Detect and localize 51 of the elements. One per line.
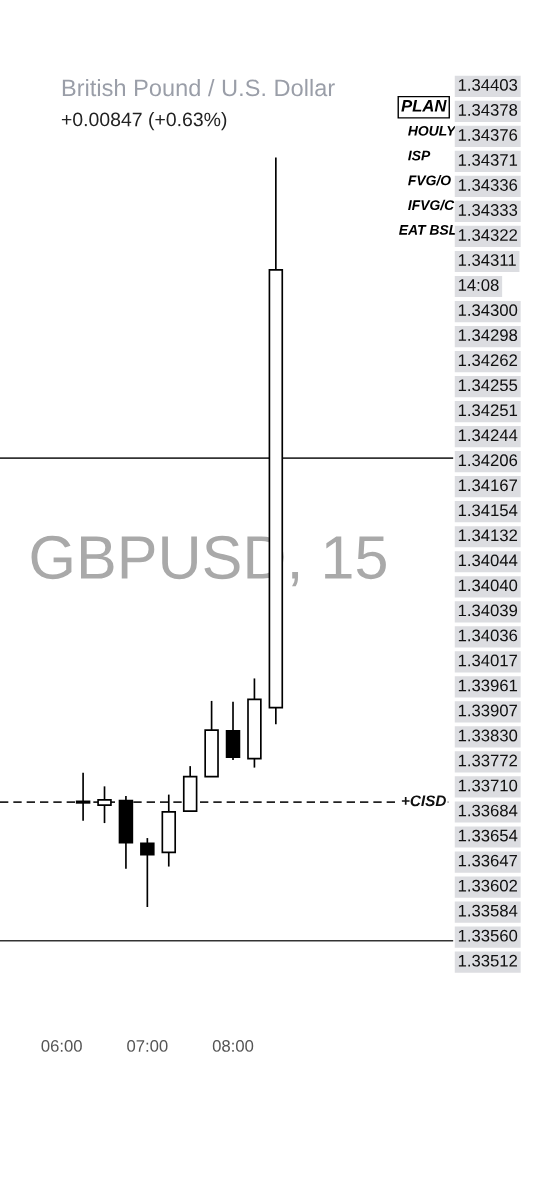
text: 1.34378: [458, 104, 518, 116]
text: 1.34376: [458, 129, 518, 141]
annotation: IFVG/C: [408, 199, 455, 211]
x-tick-label: 07:00: [127, 1040, 168, 1052]
text: 1.34040: [458, 579, 518, 592]
text: 1.34036: [458, 629, 518, 642]
text: 1.33684: [458, 804, 518, 817]
text: 1.34403: [458, 79, 518, 91]
text: 1.34244: [458, 429, 518, 442]
text: 1.34311: [458, 254, 516, 266]
text: 1.34298: [458, 329, 518, 342]
text: PLAN: [401, 100, 447, 112]
text: 1.34132: [458, 529, 518, 542]
text: 1.33830: [458, 729, 518, 742]
text: 1.33654: [458, 829, 518, 842]
text: 1.34206: [458, 454, 518, 467]
text: 1.33647: [458, 854, 518, 867]
text: 1.33602: [458, 879, 518, 892]
annotation: EAT BSL: [399, 224, 457, 235]
text: 1.33584: [458, 904, 518, 917]
chart-title: British Pound / U.S. Dollar: [62, 78, 335, 97]
text: 1.34371: [458, 154, 518, 166]
text: 1.33772: [458, 754, 518, 767]
text: 1.33710: [458, 779, 518, 792]
text: 1.34336: [458, 179, 518, 191]
ref-line-label: +CISD: [401, 795, 446, 807]
text: 1.33512: [458, 954, 518, 967]
text: 1.34262: [458, 354, 518, 367]
text: 1.34154: [458, 504, 518, 517]
x-tick-label: 08:00: [212, 1040, 254, 1052]
text: 1.33560: [458, 929, 518, 942]
x-tick-label: 06:00: [41, 1040, 82, 1052]
candlestick: [161, 793, 177, 868]
text: 1.34017: [458, 654, 518, 667]
text: 1.34167: [458, 479, 518, 492]
text: 1.34322: [458, 229, 518, 241]
chart-subtitle: +0.00847 (+0.63%): [61, 112, 227, 131]
text: 1.34044: [458, 554, 518, 567]
text: 1.34300: [458, 304, 518, 317]
text: 1.34255: [458, 379, 518, 392]
text: 14:08: [458, 279, 499, 291]
text: 1.34039: [458, 604, 518, 617]
candlestick: [118, 795, 134, 870]
text: 1.33961: [458, 679, 518, 692]
text: 1.34333: [458, 204, 518, 216]
annotation: FVG/O: [408, 175, 451, 186]
text: 1.34251: [458, 404, 518, 417]
annotation: ISP: [408, 150, 431, 161]
text: 1.33907: [458, 704, 518, 717]
candlestick: [75, 772, 91, 822]
text: HOULY: [408, 125, 457, 136]
